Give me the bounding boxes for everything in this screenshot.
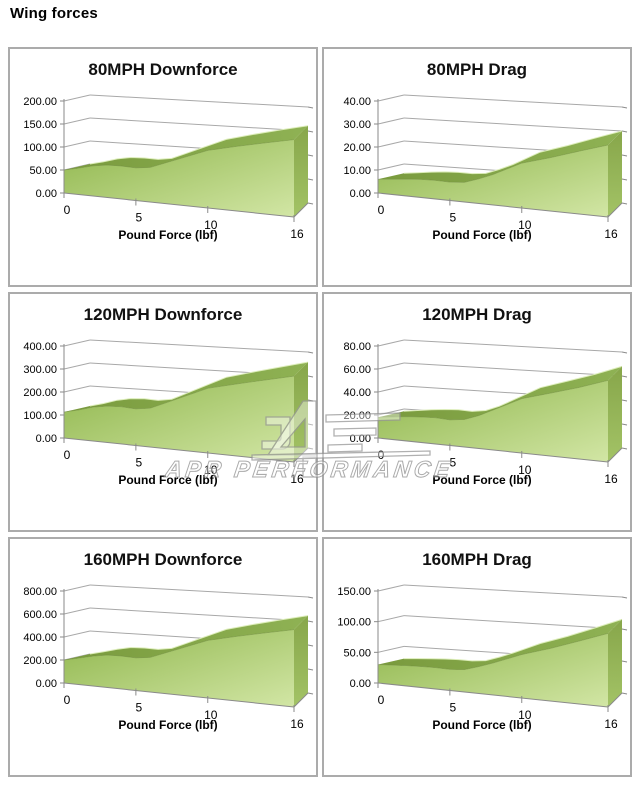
charts-grid: 0.00 50.00 100.00 150.00 200.00 0 5 10 16 Pound F…: [8, 47, 632, 777]
svg-text:Pound Force (lbf): Pound Force (lbf): [432, 228, 531, 242]
svg-text:0: 0: [378, 448, 385, 462]
svg-text:60.00: 60.00: [343, 364, 371, 376]
svg-text:600.00: 600.00: [23, 609, 57, 621]
svg-text:5: 5: [450, 701, 457, 715]
svg-text:5: 5: [450, 211, 457, 225]
svg-text:20.00: 20.00: [343, 142, 371, 154]
svg-text:10: 10: [204, 218, 218, 232]
svg-text:Pound Force (lbf): Pound Force (lbf): [118, 718, 217, 732]
svg-text:100.00: 100.00: [23, 142, 57, 154]
page-title: Wing forces: [10, 5, 98, 22]
area-chart-80mph-downforce: 0.00 50.00 100.00 150.00 200.00 0 5 10 16 Pound F…: [23, 94, 314, 242]
chart-title-120mph-drag: 120MPH Drag: [422, 305, 532, 324]
svg-text:200.00: 200.00: [23, 655, 57, 667]
svg-text:5: 5: [136, 701, 143, 715]
chart-title-160mph-downforce: 160MPH Downforce: [83, 550, 243, 569]
chart-title-80mph-downforce: 80MPH Downforce: [88, 60, 238, 79]
svg-text:10: 10: [204, 708, 218, 722]
svg-text:50.00: 50.00: [29, 165, 57, 177]
svg-text:0.00: 0.00: [350, 188, 371, 200]
chart-panel-80mph-downforce: 0.00 50.00 100.00 150.00 200.00 0 5 10 16 Pound F…: [8, 47, 318, 287]
chart-panel-120mph-drag: 0.00 20.00 40.00 60.00 80.00 0 5 10 16 Pound Forc…: [322, 292, 632, 532]
svg-text:100.00: 100.00: [23, 410, 57, 422]
svg-text:16: 16: [290, 717, 304, 731]
svg-text:800.00: 800.00: [23, 586, 57, 598]
svg-text:0: 0: [378, 203, 385, 217]
svg-text:0: 0: [64, 203, 71, 217]
svg-text:0: 0: [64, 448, 71, 462]
svg-text:80.00: 80.00: [343, 341, 371, 353]
area-chart-120mph-downforce: 0.00 100.00 200.00 300.00 400.00 0 5 10 16 Pound …: [23, 339, 314, 487]
chart-title-80mph-drag: 80MPH Drag: [426, 60, 528, 79]
svg-text:0.00: 0.00: [350, 678, 371, 690]
svg-text:10: 10: [204, 463, 218, 477]
svg-text:200.00: 200.00: [23, 387, 57, 399]
svg-text:300.00: 300.00: [23, 364, 57, 376]
svg-text:0.00: 0.00: [36, 678, 57, 690]
svg-text:200.00: 200.00: [23, 96, 57, 108]
svg-text:Pound Force (lbf): Pound Force (lbf): [118, 228, 217, 242]
svg-text:50.00: 50.00: [343, 647, 371, 659]
svg-text:Pound Force (lbf): Pound Force (lbf): [432, 718, 531, 732]
svg-text:16: 16: [290, 227, 304, 241]
svg-text:16: 16: [604, 472, 618, 486]
chart-panel-80mph-drag: 0.00 10.00 20.00 30.00 40.00 0 5 10 16 Pound Forc…: [322, 47, 632, 287]
svg-text:10: 10: [518, 708, 532, 722]
svg-text:5: 5: [450, 456, 457, 470]
svg-text:10: 10: [518, 218, 532, 232]
chart-panel-120mph-downforce: 0.00 100.00 200.00 300.00 400.00 0 5 10 16 Pound …: [8, 292, 318, 532]
chart-panel-160mph-drag: 0.00 50.00 100.00 150.00 0 5 10 16 Pound Force (…: [322, 537, 632, 777]
area-chart-160mph-drag: 0.00 50.00 100.00 150.00 0 5 10 16 Pound Force (…: [337, 584, 628, 732]
chart-title-160mph-drag: 160MPH Drag: [422, 550, 532, 569]
svg-text:0.00: 0.00: [350, 433, 371, 445]
svg-text:30.00: 30.00: [343, 119, 371, 131]
svg-text:0: 0: [378, 693, 385, 707]
svg-text:5: 5: [136, 456, 143, 470]
area-chart-160mph-downforce: 0.00 200.00 400.00 600.00 800.00 0 5 10 16 Pound …: [23, 584, 314, 732]
svg-text:0: 0: [64, 693, 71, 707]
svg-text:20.00: 20.00: [343, 410, 371, 422]
svg-text:400.00: 400.00: [23, 341, 57, 353]
svg-text:40.00: 40.00: [343, 387, 371, 399]
area-chart-80mph-drag: 0.00 10.00 20.00 30.00 40.00 0 5 10 16 Pound Forc…: [343, 94, 628, 242]
svg-text:400.00: 400.00: [23, 632, 57, 644]
svg-text:150.00: 150.00: [23, 119, 57, 131]
svg-text:Pound Force (lbf): Pound Force (lbf): [432, 473, 531, 487]
svg-text:Pound Force (lbf): Pound Force (lbf): [118, 473, 217, 487]
svg-text:0.00: 0.00: [36, 433, 57, 445]
svg-text:5: 5: [136, 211, 143, 225]
area-chart-120mph-drag: 0.00 20.00 40.00 60.00 80.00 0 5 10 16 Pound Forc…: [343, 339, 628, 487]
svg-text:40.00: 40.00: [343, 96, 371, 108]
svg-text:16: 16: [290, 472, 304, 486]
chart-panel-160mph-downforce: 0.00 200.00 400.00 600.00 800.00 0 5 10 16 Pound …: [8, 537, 318, 777]
svg-text:16: 16: [604, 717, 618, 731]
svg-text:16: 16: [604, 227, 618, 241]
svg-text:10.00: 10.00: [343, 165, 371, 177]
chart-title-120mph-downforce: 120MPH Downforce: [83, 305, 243, 324]
svg-text:10: 10: [518, 463, 532, 477]
svg-text:150.00: 150.00: [337, 586, 371, 598]
svg-text:0.00: 0.00: [36, 188, 57, 200]
svg-text:100.00: 100.00: [337, 617, 371, 629]
